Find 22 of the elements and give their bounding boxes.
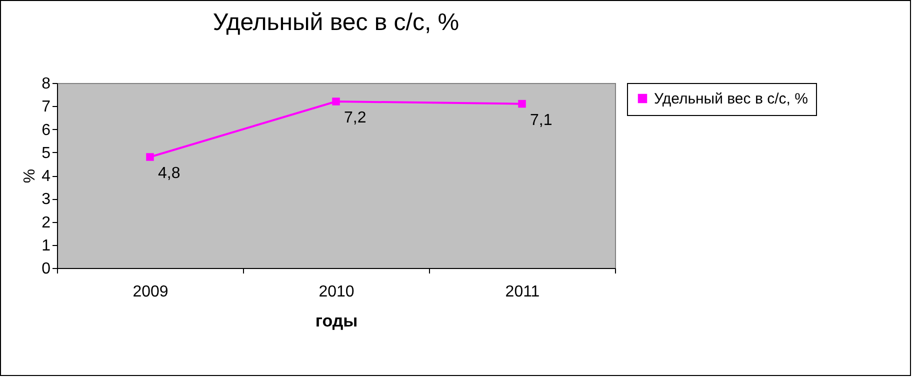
point [146,153,154,161]
data-label: 4,8 [158,165,180,182]
y-tick-label: 3 [42,191,51,208]
data-label: 7,1 [530,112,552,129]
x-tick-label: 2009 [132,284,168,300]
x-tick-label: 2010 [318,284,354,300]
chart-title: Удельный вес в с/с, % [212,9,460,36]
point [332,98,340,106]
y-tick-label: 6 [42,122,51,139]
y-tick-label: 2 [42,214,51,232]
y-tick-label: 1 [42,237,51,254]
point [518,100,526,108]
data-label: 7,2 [344,110,366,126]
x-tick-label: 2011 [505,284,540,300]
y-tick-label: 7 [42,98,51,116]
y-tick-label: 0 [42,260,51,278]
y-tick-label: 5 [42,144,51,162]
y-axis-title: % [22,168,39,184]
x-axis-title: годы [315,312,358,330]
y-tick-label: 8 [42,76,51,92]
y-tick-label: 4 [42,168,51,185]
legend-label: Удельный вес в с/с, % [654,90,808,108]
